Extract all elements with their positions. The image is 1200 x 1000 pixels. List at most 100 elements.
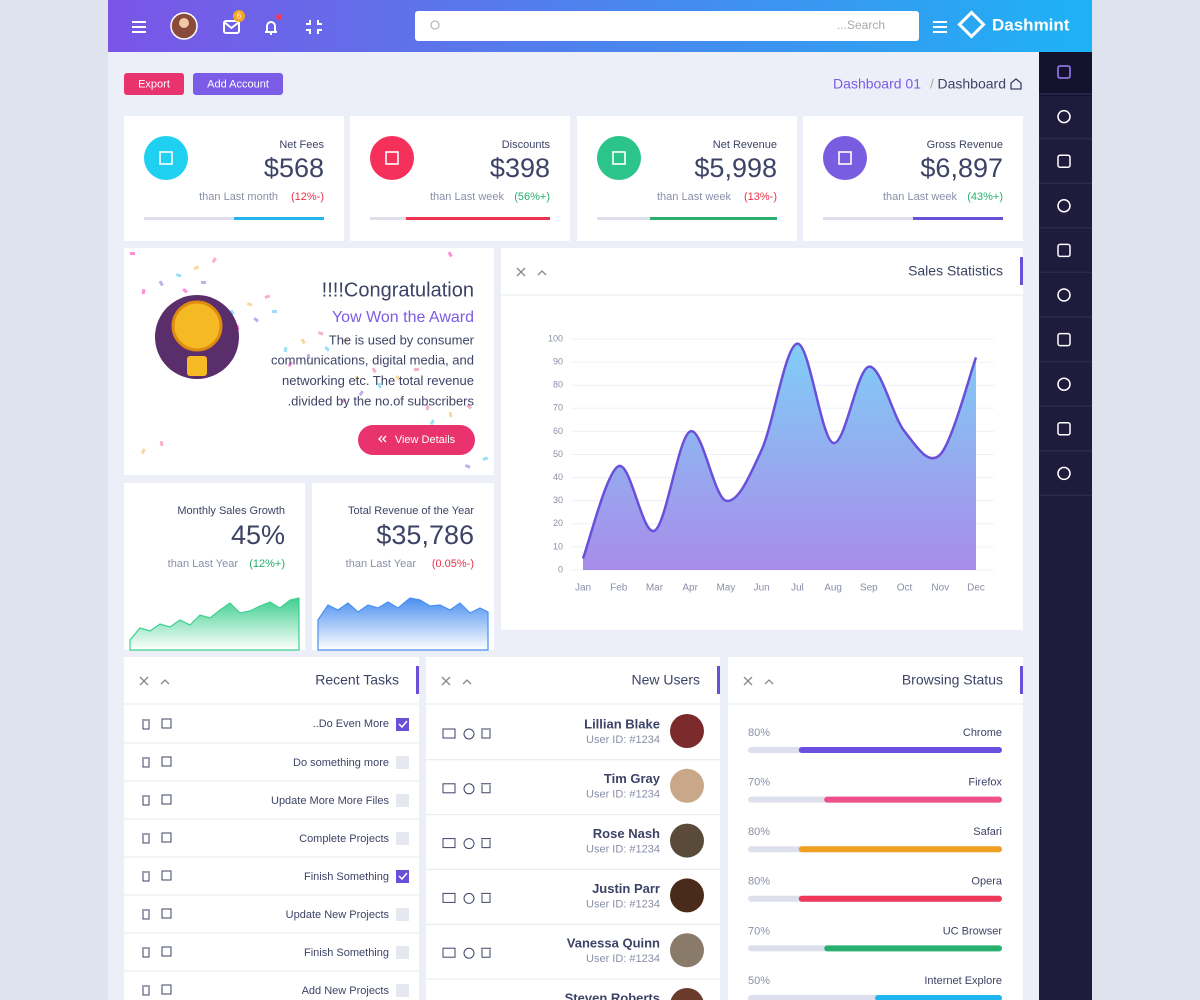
settings-icon[interactable] bbox=[463, 947, 475, 959]
sidebar-item[interactable] bbox=[1057, 288, 1071, 302]
search-box[interactable] bbox=[415, 11, 919, 41]
browser-name: UC Browser bbox=[943, 925, 1003, 937]
settings-icon[interactable] bbox=[463, 728, 475, 740]
edit-icon[interactable] bbox=[161, 908, 172, 919]
title-accent bbox=[1020, 666, 1023, 694]
collapse-button[interactable] bbox=[462, 679, 472, 685]
user-name: Steven Roberts bbox=[565, 990, 660, 1000]
y-tick-label: 20 bbox=[553, 518, 563, 528]
edit-icon[interactable] bbox=[161, 946, 172, 957]
task-text: Do something more bbox=[293, 757, 389, 769]
task-checkbox[interactable] bbox=[396, 984, 409, 997]
sales-line bbox=[581, 342, 978, 559]
sidebar-item[interactable] bbox=[1057, 199, 1071, 213]
delete-icon[interactable] bbox=[142, 719, 150, 730]
mail-icon[interactable] bbox=[442, 892, 456, 903]
user-avatar bbox=[670, 988, 704, 1000]
sidebar-item[interactable] bbox=[1057, 243, 1071, 258]
settings-icon[interactable] bbox=[463, 838, 475, 850]
collapse-button[interactable] bbox=[764, 679, 774, 685]
delete-icon[interactable] bbox=[142, 985, 150, 996]
settings-icon[interactable] bbox=[463, 892, 475, 904]
task-checkbox[interactable] bbox=[396, 756, 409, 769]
task-checkbox[interactable] bbox=[396, 718, 409, 731]
collapse-button[interactable] bbox=[160, 679, 170, 685]
task-text: Finish Something bbox=[304, 947, 389, 959]
task-checkbox[interactable] bbox=[396, 908, 409, 921]
user-name: Justin Parr bbox=[592, 881, 660, 896]
task-text: Update More More Files bbox=[271, 795, 389, 807]
edit-icon[interactable] bbox=[161, 718, 172, 729]
delete-icon[interactable] bbox=[142, 833, 150, 844]
delete-icon[interactable] bbox=[142, 909, 150, 920]
mail-icon[interactable] bbox=[442, 838, 456, 849]
close-button[interactable] bbox=[743, 676, 753, 686]
sidebar-item[interactable] bbox=[1057, 154, 1071, 168]
delete-icon[interactable] bbox=[481, 947, 491, 958]
sidebar-item[interactable] bbox=[1057, 109, 1071, 124]
browser-percent: 50% bbox=[748, 975, 770, 987]
user-avatar bbox=[670, 878, 704, 913]
edit-icon[interactable] bbox=[161, 870, 172, 881]
title-accent bbox=[1020, 257, 1023, 285]
y-tick-label: 0 bbox=[558, 564, 563, 574]
close-button[interactable] bbox=[441, 676, 451, 686]
stat-icon bbox=[370, 136, 414, 180]
nav-toggle[interactable] bbox=[933, 21, 947, 33]
browser-name: Chrome bbox=[963, 727, 1002, 739]
x-tick-label: Feb bbox=[610, 583, 628, 594]
confetti bbox=[358, 390, 364, 397]
check-mark bbox=[398, 720, 408, 729]
mail-icon[interactable] bbox=[442, 947, 456, 958]
toolbar-button[interactable] bbox=[124, 73, 184, 95]
user-id: User ID: #1234 bbox=[586, 734, 660, 746]
edit-icon[interactable] bbox=[161, 794, 172, 805]
sidebar-item[interactable] bbox=[1057, 65, 1071, 79]
sidebar-item[interactable] bbox=[1057, 332, 1071, 347]
delete-icon[interactable] bbox=[142, 757, 150, 768]
bell-button[interactable] bbox=[265, 21, 277, 35]
delete-icon[interactable] bbox=[142, 947, 150, 958]
collapse-button[interactable] bbox=[537, 270, 547, 276]
delete-icon[interactable] bbox=[481, 838, 491, 849]
fullscreen-button[interactable] bbox=[306, 20, 322, 34]
stat-change: (13%-) bbox=[744, 191, 777, 203]
task-checkbox[interactable] bbox=[396, 832, 409, 845]
mail-icon[interactable] bbox=[442, 783, 456, 794]
task-checkbox[interactable] bbox=[396, 870, 409, 883]
close-button[interactable] bbox=[139, 676, 149, 686]
settings-icon[interactable] bbox=[463, 783, 475, 795]
stat-icon bbox=[823, 136, 867, 180]
task-text: Finish Something bbox=[304, 871, 389, 883]
sidebar-item[interactable] bbox=[1057, 422, 1071, 436]
y-tick-label: 50 bbox=[553, 449, 563, 459]
menu-button[interactable] bbox=[132, 21, 146, 33]
y-tick-label: 30 bbox=[553, 495, 563, 505]
x-tick-label: Jul bbox=[791, 583, 804, 594]
edit-icon[interactable] bbox=[161, 984, 172, 995]
user-avatar bbox=[670, 768, 704, 803]
sidebar-item[interactable] bbox=[1057, 466, 1071, 481]
delete-icon[interactable] bbox=[481, 783, 491, 794]
delete-icon[interactable] bbox=[142, 871, 150, 882]
mail-icon[interactable] bbox=[442, 728, 456, 739]
task-checkbox[interactable] bbox=[396, 946, 409, 959]
view-details-button[interactable] bbox=[358, 425, 475, 455]
edit-icon[interactable] bbox=[161, 832, 172, 843]
browser-bar bbox=[875, 995, 1002, 1000]
x-tick-label: Oct bbox=[897, 583, 913, 594]
delete-icon[interactable] bbox=[481, 728, 491, 739]
edit-icon[interactable] bbox=[161, 756, 172, 767]
sidebar-item[interactable] bbox=[1057, 377, 1071, 391]
mail-button[interactable] bbox=[223, 20, 240, 34]
close-button[interactable] bbox=[516, 267, 526, 277]
panel-title: Browsing Status bbox=[902, 672, 1003, 688]
award-base bbox=[187, 356, 207, 376]
y-tick-label: 40 bbox=[553, 472, 563, 482]
confetti bbox=[317, 331, 324, 336]
delete-icon[interactable] bbox=[481, 892, 491, 903]
delete-icon[interactable] bbox=[142, 795, 150, 806]
task-checkbox[interactable] bbox=[396, 794, 409, 807]
toolbar-button[interactable] bbox=[193, 73, 283, 95]
stat-icon bbox=[597, 136, 641, 180]
